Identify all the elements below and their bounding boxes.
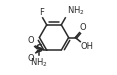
Text: NH$_2$: NH$_2$ xyxy=(67,5,84,17)
Text: O: O xyxy=(80,23,86,32)
Text: F: F xyxy=(39,8,44,17)
Text: S: S xyxy=(36,44,43,54)
Text: OH: OH xyxy=(81,42,94,51)
Text: NH$_2$: NH$_2$ xyxy=(30,57,48,69)
Text: O: O xyxy=(28,36,34,45)
Text: O: O xyxy=(28,54,34,63)
